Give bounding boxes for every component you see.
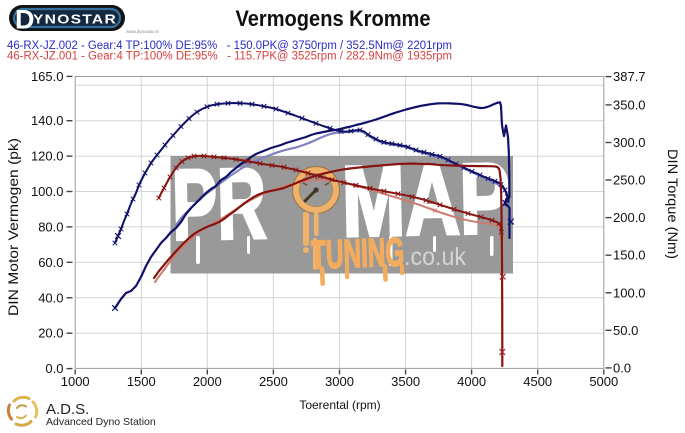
svg-text:4500: 4500 [523,374,552,389]
svg-text:165.0: 165.0 [31,69,64,84]
svg-text:200.0: 200.0 [613,210,646,225]
svg-text:0.0: 0.0 [613,360,631,375]
svg-text:4000: 4000 [457,374,486,389]
svg-text:TUNING: TUNING [310,230,404,277]
svg-text:46-RX-JZ.001 - Gear:4 TP:100%: 46-RX-JZ.001 - Gear:4 TP:100% DE:95% - 1… [7,51,452,63]
svg-text:5000: 5000 [589,374,618,389]
svg-text:80.0: 80.0 [38,219,63,234]
svg-text:DIN Torque (Nm): DIN Torque (Nm) [665,149,681,259]
svg-text:YNOSTAR: YNOSTAR [33,13,117,27]
svg-text:3000: 3000 [325,374,354,389]
svg-text:120.0: 120.0 [31,149,64,164]
svg-text:1000: 1000 [61,374,90,389]
svg-text:Vermogens Kromme: Vermogens Kromme [236,6,431,31]
svg-text:0.0: 0.0 [45,361,63,376]
svg-text:.co.uk: .co.uk [404,243,466,271]
svg-text:Toerental (rpm): Toerental (rpm) [299,398,380,412]
svg-text:100.0: 100.0 [613,285,646,300]
svg-text:50.0: 50.0 [613,323,638,338]
svg-text:DIN Motor Vermogen (pk): DIN Motor Vermogen (pk) [5,138,21,316]
svg-text:100.0: 100.0 [31,184,64,199]
svg-text:387.7: 387.7 [613,69,646,84]
svg-text:2500: 2500 [259,374,288,389]
svg-text:3500: 3500 [391,374,420,389]
svg-text:140.0: 140.0 [31,113,64,128]
svg-text:350.0: 350.0 [613,97,646,112]
svg-text:MAP: MAP [341,142,511,257]
svg-text:20.0: 20.0 [38,326,63,341]
svg-text:300.0: 300.0 [613,135,646,150]
svg-text:www.dynostar.nl: www.dynostar.nl [126,29,159,34]
svg-text:2000: 2000 [193,374,222,389]
svg-text:60.0: 60.0 [38,255,63,270]
svg-text:46-RX-JZ.002 - Gear:4 TP:100%: 46-RX-JZ.002 - Gear:4 TP:100% DE:95% - 1… [7,40,452,52]
svg-text:250.0: 250.0 [613,173,646,188]
svg-text:D: D [15,5,35,35]
svg-text:40.0: 40.0 [38,290,63,305]
svg-text:1500: 1500 [127,374,156,389]
svg-text:A.D.S.: A.D.S. [46,401,89,418]
svg-text:Advanced Dyno Station: Advanced Dyno Station [46,416,156,428]
svg-text:150.0: 150.0 [613,248,646,263]
